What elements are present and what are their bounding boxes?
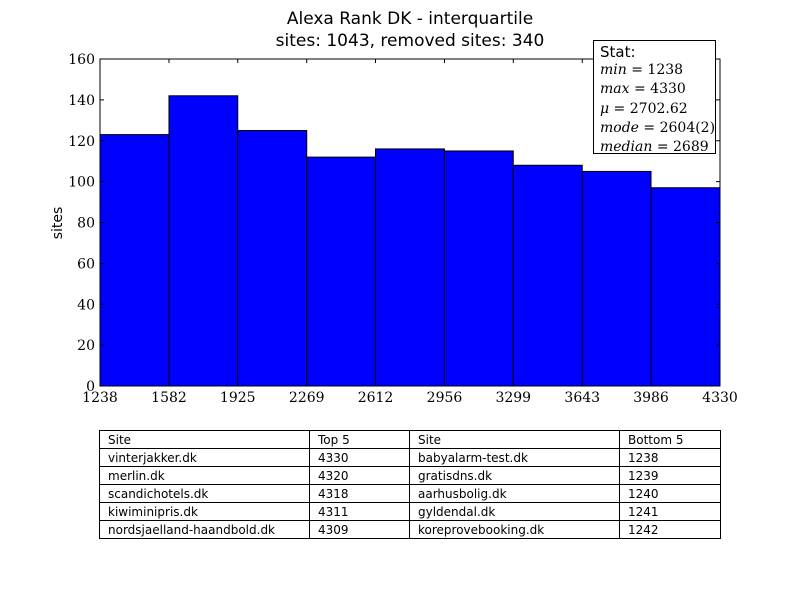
table-row: nordsjaelland-haandbold.dk 4309 koreproveb… bbox=[99, 520, 721, 539]
stat-title: Stat: bbox=[600, 43, 636, 61]
histogram-bar bbox=[306, 156, 377, 387]
table-body: vinterjakker.dk 4330 babyalarm-test.dk 1238… bbox=[99, 448, 721, 539]
stat-line-1: min = 1238 bbox=[600, 61, 715, 80]
site-top-cell: scandichotels.dk bbox=[99, 484, 310, 503]
stat-value: 4330 bbox=[650, 81, 686, 98]
x-tick-label: 2956 bbox=[427, 390, 463, 406]
histogram-bar bbox=[581, 170, 652, 387]
stat-value: 2689 bbox=[673, 139, 709, 156]
x-tick-label: 3986 bbox=[633, 390, 669, 406]
site-bottom-cell: babyalarm-test.dk bbox=[409, 448, 620, 467]
table-row: kiwiminipris.dk 4311 gyldendal.dk 1241 bbox=[99, 502, 721, 521]
stat-key: μ bbox=[600, 100, 610, 117]
stat-sep: = bbox=[626, 62, 648, 78]
site-top-cell: merlin.dk bbox=[99, 466, 310, 485]
y-tick-label: 120 bbox=[68, 134, 95, 150]
histogram-bar bbox=[650, 187, 721, 387]
stat-sep: = bbox=[609, 100, 630, 117]
histogram-bar bbox=[443, 150, 514, 387]
y-tick-label: 60 bbox=[77, 256, 95, 272]
x-tick-label: 1925 bbox=[220, 390, 256, 406]
stat-value: 1238 bbox=[647, 62, 684, 78]
stat-line-4: mode = 2604(2) bbox=[600, 119, 715, 138]
bottom5-value-cell: 1241 bbox=[619, 502, 721, 521]
x-tick-label: 1582 bbox=[151, 390, 187, 406]
site-top-cell: kiwiminipris.dk bbox=[99, 502, 310, 521]
top5-value-cell: 4330 bbox=[309, 448, 410, 467]
bottom5-value-cell: 1240 bbox=[619, 484, 721, 503]
histogram-bar bbox=[375, 148, 445, 387]
table-row: vinterjakker.dk 4330 babyalarm-test.dk 1238 bbox=[99, 448, 721, 467]
y-tick-label: 80 bbox=[77, 216, 95, 232]
stat-value: 2604(2) bbox=[659, 119, 716, 136]
y-tick-label: 0 bbox=[86, 379, 95, 395]
stat-value: 2702.62 bbox=[629, 100, 688, 117]
stat-sep: = bbox=[629, 81, 651, 98]
bottom5-value-cell: 1242 bbox=[619, 520, 721, 539]
histogram-bar bbox=[237, 130, 308, 387]
histogram-bar bbox=[512, 164, 583, 387]
stat-line-2: max = 4330 bbox=[600, 80, 715, 99]
y-tick-label: 160 bbox=[68, 52, 95, 68]
stat-key: min bbox=[600, 62, 627, 78]
y-tick-label: 100 bbox=[68, 175, 95, 191]
top5-value-cell: 4311 bbox=[309, 502, 410, 521]
y-tick-label: 20 bbox=[77, 338, 95, 354]
histogram-bar bbox=[99, 134, 170, 387]
header-site-top: Site bbox=[99, 430, 310, 449]
site-bottom-cell: aarhusbolig.dk bbox=[409, 484, 620, 503]
site-top-cell: vinterjakker.dk bbox=[99, 448, 310, 467]
stat-key: median bbox=[600, 139, 653, 156]
site-top-cell: nordsjaelland-haandbold.dk bbox=[99, 520, 310, 539]
x-tick-label: 3643 bbox=[564, 390, 600, 406]
site-bottom-cell: koreprovebooking.dk bbox=[409, 520, 620, 539]
rank-table: Site Top 5 Site Bottom 5 vinterjakker.dk… bbox=[99, 430, 721, 539]
header-top5: Top 5 bbox=[309, 430, 410, 449]
x-tick-label: 4330 bbox=[702, 390, 738, 406]
bottom5-value-cell: 1238 bbox=[619, 448, 721, 467]
table-row: merlin.dk 4320 gratisdns.dk 1239 bbox=[99, 466, 721, 485]
stat-sep: = bbox=[652, 139, 674, 156]
x-tick-label: 2612 bbox=[358, 390, 394, 406]
stat-key: mode bbox=[600, 119, 639, 136]
stat-lines: min = 1238 max = 4330 μ = 2702.62 mode = 26… bbox=[600, 61, 715, 157]
chart-title: Alexa Rank DK - interquartile bbox=[286, 9, 534, 29]
header-bottom5: Bottom 5 bbox=[619, 430, 721, 449]
stat-line-3: μ = 2702.62 bbox=[600, 100, 715, 119]
y-tick-label: 40 bbox=[77, 297, 95, 313]
site-bottom-cell: gyldendal.dk bbox=[409, 502, 620, 521]
stat-key: max bbox=[600, 81, 630, 98]
site-bottom-cell: gratisdns.dk bbox=[409, 466, 620, 485]
table-row: scandichotels.dk 4318 aarhusbolig.dk 1240 bbox=[99, 484, 721, 503]
y-tick-label: 140 bbox=[68, 93, 95, 109]
stat-legend-box: Stat: min = 1238 max = 4330 μ = 2702.62 mod… bbox=[593, 40, 716, 157]
top5-value-cell: 4309 bbox=[309, 520, 410, 539]
stat-line-5: median = 2689 bbox=[600, 138, 715, 157]
table-header-row: Site Top 5 Site Bottom 5 bbox=[99, 430, 721, 449]
x-tick-label: 1238 bbox=[82, 390, 118, 406]
bottom5-value-cell: 1239 bbox=[619, 466, 721, 485]
x-tick-label: 3299 bbox=[495, 390, 531, 406]
x-tick-label: 2269 bbox=[289, 390, 325, 406]
top5-value-cell: 4320 bbox=[309, 466, 410, 485]
header-site-bottom: Site bbox=[409, 430, 620, 449]
stat-sep: = bbox=[638, 119, 660, 136]
top5-value-cell: 4318 bbox=[309, 484, 410, 503]
histogram-bar bbox=[168, 95, 239, 387]
chart-subtitle: sites: 1043, removed sites: 340 bbox=[275, 31, 545, 51]
